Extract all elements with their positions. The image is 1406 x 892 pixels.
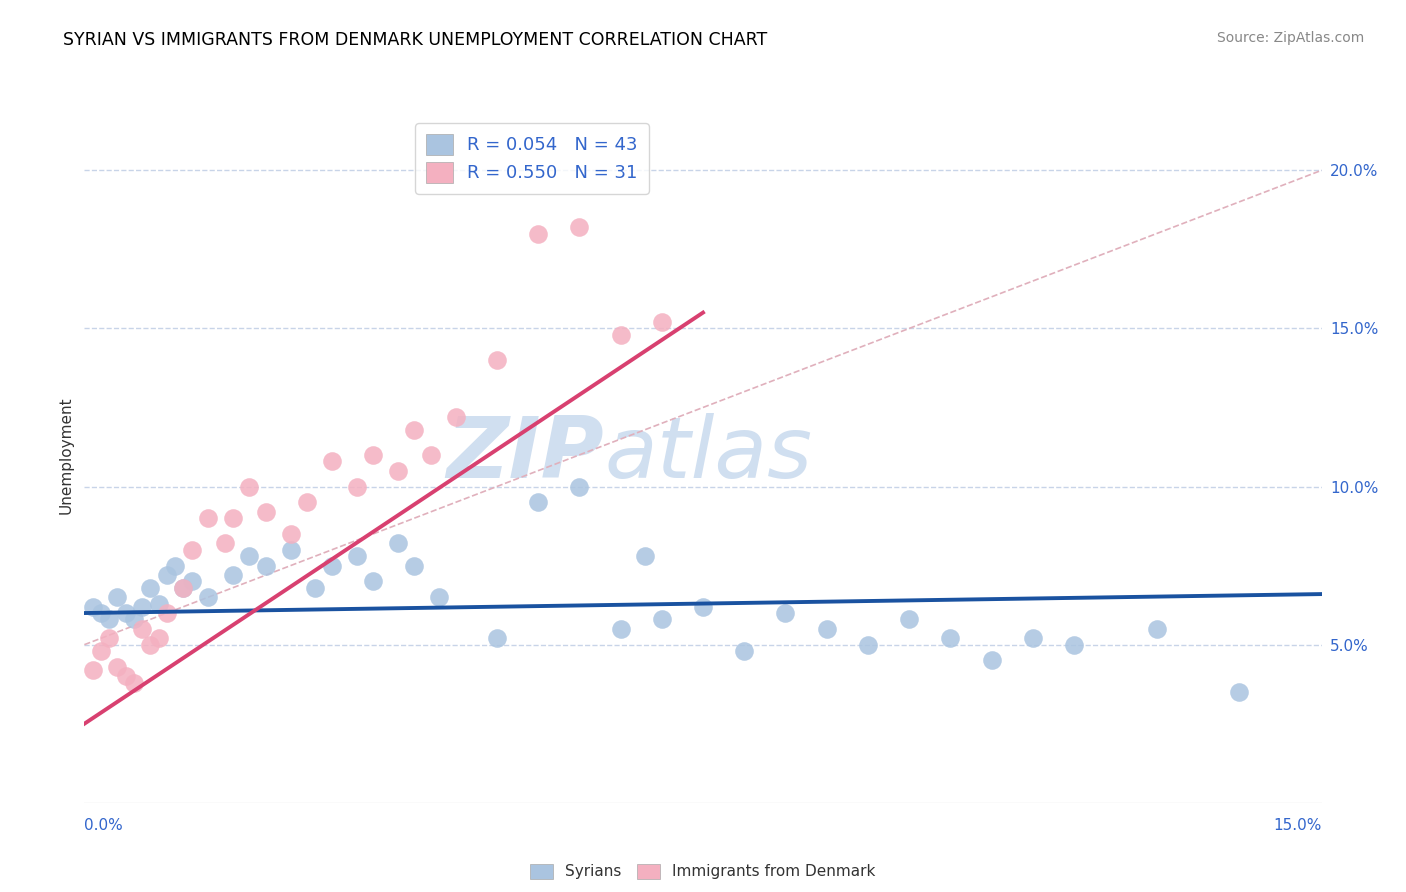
Point (90, 606, 112, 620)
Point (254, 558, 277, 573)
Point (114, 606, 136, 620)
Point (172, 581, 194, 595)
Point (197, 511, 219, 525)
Text: Source: ZipAtlas.com: Source: ZipAtlas.com (1216, 31, 1364, 45)
Point (568, 220, 591, 235)
Legend: Syrians, Immigrants from Denmark: Syrians, Immigrants from Denmark (524, 857, 882, 886)
Point (775, 606, 797, 620)
Point (1063, 638, 1085, 652)
Point (346, 479, 368, 493)
Point (254, 505, 277, 519)
Point (156, 568, 179, 582)
Point (980, 653, 1002, 667)
Point (295, 495, 318, 509)
Point (139, 638, 162, 652)
Point (387, 536, 409, 550)
Text: atlas: atlas (605, 413, 813, 497)
Point (131, 599, 153, 614)
Point (404, 423, 426, 437)
Point (222, 511, 245, 525)
Point (122, 675, 145, 690)
Text: 0.0%: 0.0% (84, 818, 124, 832)
Point (387, 464, 409, 478)
Point (609, 327, 631, 342)
Point (609, 622, 631, 636)
Point (1022, 632, 1045, 646)
Point (692, 599, 714, 614)
Point (485, 632, 508, 646)
Point (1146, 622, 1168, 636)
Point (105, 660, 128, 674)
Point (238, 549, 260, 563)
Text: ZIP: ZIP (446, 413, 605, 497)
Point (90, 644, 112, 658)
Point (165, 558, 187, 573)
Point (651, 315, 673, 329)
Point (214, 536, 236, 550)
Point (98, 632, 121, 646)
Point (82, 599, 104, 614)
Y-axis label: Unemployment: Unemployment (58, 396, 73, 514)
Point (361, 448, 384, 462)
Point (280, 542, 302, 557)
Point (733, 644, 755, 658)
Point (197, 591, 219, 605)
Point (280, 527, 302, 541)
Point (105, 591, 128, 605)
Text: SYRIAN VS IMMIGRANTS FROM DENMARK UNEMPLOYMENT CORRELATION CHART: SYRIAN VS IMMIGRANTS FROM DENMARK UNEMPL… (63, 31, 768, 49)
Point (172, 581, 194, 595)
Point (346, 549, 368, 563)
Point (815, 622, 838, 636)
Text: 15.0%: 15.0% (1274, 818, 1322, 832)
Point (114, 669, 136, 683)
Point (939, 632, 962, 646)
Point (180, 574, 202, 589)
Point (238, 479, 260, 493)
Point (361, 574, 384, 589)
Point (148, 597, 170, 611)
Point (898, 612, 921, 626)
Point (139, 581, 162, 595)
Point (527, 227, 550, 241)
Point (485, 353, 508, 368)
Point (427, 591, 450, 605)
Point (444, 409, 467, 424)
Point (321, 454, 343, 468)
Point (419, 448, 441, 462)
Point (321, 558, 343, 573)
Point (404, 558, 426, 573)
Point (1227, 685, 1250, 699)
Point (856, 638, 879, 652)
Point (148, 632, 170, 646)
Point (82, 663, 104, 677)
Point (527, 495, 550, 509)
Point (634, 549, 657, 563)
Point (180, 542, 202, 557)
Point (122, 612, 145, 626)
Point (651, 612, 673, 626)
Point (98, 612, 121, 626)
Point (222, 568, 245, 582)
Point (156, 606, 179, 620)
Point (568, 479, 591, 493)
Point (131, 622, 153, 636)
Point (304, 581, 326, 595)
